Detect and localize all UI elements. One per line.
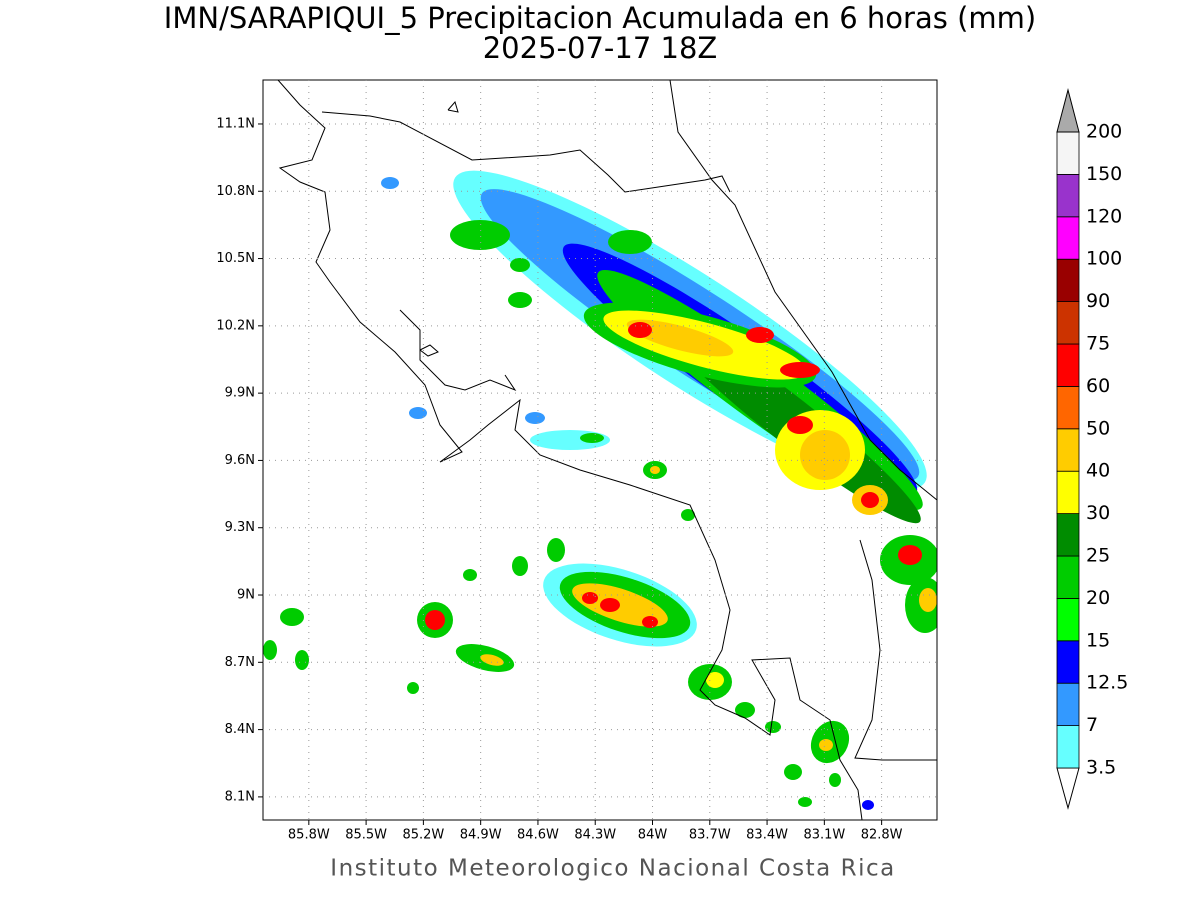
colorbar-label: 200 — [1086, 121, 1122, 143]
colorbar-box — [1056, 258, 1080, 303]
colorbar-label: 75 — [1086, 333, 1110, 355]
subtitle: 2025-07-17 18Z — [483, 31, 718, 65]
y-tick-label: 11.1N — [216, 116, 255, 131]
colorbar-label: 12.5 — [1086, 672, 1128, 694]
colorbar-label: 7 — [1086, 714, 1098, 736]
x-tick-label: 84.6W — [517, 828, 559, 843]
colorbar-label: 40 — [1086, 460, 1110, 482]
colorbar-box — [1056, 513, 1080, 557]
y-tick-label: 10.5N — [216, 251, 255, 266]
colorbar-box — [1056, 598, 1080, 642]
colorbar-box — [1056, 682, 1080, 727]
x-tick-label: 83.4W — [746, 828, 788, 843]
x-tick-label: 85.2W — [402, 828, 444, 843]
y-tick-label: 10.2N — [216, 318, 255, 333]
y-tick-label: 9N — [237, 588, 255, 603]
y-tick-label: 10.8N — [216, 184, 255, 199]
colorbar-box — [1056, 216, 1080, 260]
y-tick-label: 9.9N — [225, 386, 255, 401]
y-tick-label: 9.6N — [225, 453, 255, 468]
x-tick-label: 84W — [638, 828, 668, 843]
colorbar-label: 30 — [1086, 502, 1110, 524]
x-tick-label: 85.5W — [345, 828, 387, 843]
colorbar-box — [1056, 725, 1080, 769]
y-tick-label: 8.7N — [225, 655, 255, 670]
colorbar-box — [1056, 385, 1080, 430]
colorbar-label: 150 — [1086, 163, 1122, 185]
colorbar-label: 20 — [1086, 587, 1110, 609]
x-tick-label: 84.9W — [460, 828, 502, 843]
y-tick-label: 8.4N — [225, 722, 255, 737]
footer: Instituto Meteorologico Nacional Costa R… — [330, 856, 895, 882]
colorbar-label: 25 — [1086, 545, 1110, 567]
plot-area — [263, 80, 937, 820]
y-tick-label: 9.3N — [225, 520, 255, 535]
colorbar-label: 100 — [1086, 248, 1122, 270]
colorbar-box — [1056, 343, 1080, 387]
x-tick-label: 84.3W — [574, 828, 616, 843]
colorbar-label: 15 — [1086, 629, 1110, 651]
coastlines — [277, 80, 937, 820]
colorbar-box — [1056, 470, 1080, 515]
colorbar-under — [1056, 767, 1080, 810]
colorbar-label: 3.5 — [1086, 757, 1116, 779]
colorbar-over — [1056, 88, 1080, 133]
colorbar-label: 60 — [1086, 375, 1110, 397]
colorbar-label: 120 — [1086, 205, 1122, 227]
colorbar-box — [1056, 301, 1080, 345]
plot-frame — [262, 79, 938, 821]
x-tick-label: 85.8W — [288, 828, 330, 843]
x-tick-label: 82.8W — [861, 828, 903, 843]
colorbar-box — [1056, 173, 1080, 218]
precipitation — [263, 170, 937, 810]
y-tick-label: 8.1N — [225, 789, 255, 804]
title: IMN/SARAPIQUI_5 Precipitacion Acumulada … — [164, 1, 1036, 35]
colorbar-box — [1056, 428, 1080, 472]
colorbar-box — [1056, 131, 1080, 175]
colorbar-box — [1056, 640, 1080, 684]
colorbar-box — [1056, 555, 1080, 599]
x-tick-label: 83.7W — [689, 828, 731, 843]
x-tick-label: 83.1W — [803, 828, 845, 843]
colorbar-label: 50 — [1086, 417, 1110, 439]
colorbar-label: 90 — [1086, 290, 1110, 312]
